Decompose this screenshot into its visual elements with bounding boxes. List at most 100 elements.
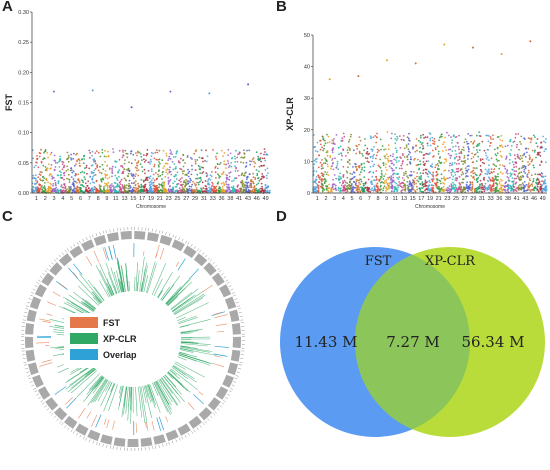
- data-point: [127, 187, 129, 190]
- data-point: [386, 182, 389, 185]
- position-tick: [79, 434, 82, 438]
- data-point: [261, 157, 264, 160]
- data-point: [437, 164, 440, 167]
- data-point: [269, 189, 271, 192]
- data-point: [103, 155, 106, 158]
- data-point: [385, 188, 388, 191]
- chromosome-segment: [183, 245, 197, 259]
- x-tick-label: 6: [79, 196, 82, 202]
- data-point: [437, 150, 440, 153]
- data-point: [64, 186, 67, 188]
- position-tick: [92, 234, 94, 238]
- chromosome-segment: [41, 272, 55, 287]
- data-point: [481, 182, 483, 185]
- y-tick-label: 0.15: [18, 101, 29, 107]
- data-point: [398, 135, 401, 138]
- xpclr-track-bar: [180, 336, 211, 339]
- position-tick: [31, 384, 35, 387]
- data-point: [538, 153, 540, 156]
- data-point: [157, 158, 159, 161]
- data-point: [364, 144, 367, 147]
- data-point: [528, 157, 531, 160]
- panel-letter-c: C: [2, 208, 13, 225]
- data-point: [505, 155, 508, 158]
- data-point: [493, 168, 496, 171]
- data-point: [123, 186, 126, 188]
- data-point: [326, 163, 329, 166]
- chromosome-segment: [198, 407, 213, 421]
- chromosome-segment: [232, 336, 242, 349]
- position-tick: [53, 259, 57, 262]
- xpclr-track-bar: [135, 262, 138, 292]
- data-point: [444, 179, 446, 182]
- data-point: [174, 155, 177, 158]
- chromosome-segment: [203, 262, 217, 276]
- position-tick: [222, 400, 226, 403]
- y-tick-label: 0.20: [18, 70, 29, 76]
- data-point: [484, 182, 487, 185]
- position-tick: [202, 422, 205, 426]
- data-point: [210, 175, 213, 178]
- data-point: [376, 151, 379, 154]
- data-point: [476, 190, 478, 193]
- data-point: [529, 137, 531, 140]
- data-point: [34, 187, 37, 189]
- data-point: [375, 185, 378, 188]
- data-point: [318, 178, 321, 180]
- data-point: [41, 185, 43, 187]
- data-point: [65, 189, 67, 192]
- position-tick: [23, 315, 27, 317]
- data-point: [206, 160, 208, 163]
- data-point: [353, 176, 356, 178]
- data-point: [407, 176, 409, 179]
- data-point: [127, 161, 130, 164]
- data-point: [91, 187, 93, 189]
- data-point: [54, 181, 57, 184]
- data-point: [368, 187, 370, 190]
- position-tick: [228, 390, 232, 393]
- data-point: [202, 187, 205, 190]
- data-point: [371, 175, 374, 178]
- xpclr-track-bar: [169, 369, 181, 380]
- data-point: [436, 145, 439, 148]
- data-point: [163, 182, 165, 185]
- data-point: [404, 189, 407, 192]
- data-point: [493, 164, 496, 167]
- data-point: [427, 175, 430, 178]
- chromosome-segment: [222, 374, 234, 388]
- position-tick: [28, 377, 32, 380]
- data-point: [169, 170, 172, 173]
- data-point: [254, 177, 257, 179]
- data-point: [534, 136, 536, 139]
- data-point: [247, 181, 250, 184]
- data-point: [379, 189, 381, 192]
- data-point: [339, 176, 342, 179]
- data-point: [539, 188, 541, 191]
- data-point: [255, 187, 258, 190]
- data-point: [498, 167, 501, 170]
- data-point: [107, 190, 109, 192]
- xpclr-track-bar: [166, 292, 179, 306]
- data-point: [404, 184, 407, 187]
- data-point: [104, 160, 106, 163]
- fst-track-bar: [86, 411, 92, 419]
- data-point: [317, 166, 320, 169]
- fst-track-bar: [46, 313, 53, 316]
- data-point: [408, 182, 411, 185]
- data-point: [53, 189, 56, 192]
- data-point: [337, 178, 340, 181]
- data-point: [342, 180, 344, 183]
- data-point: [356, 147, 359, 150]
- data-point: [170, 173, 173, 176]
- data-point: [409, 183, 412, 186]
- data-point: [73, 180, 75, 183]
- data-point: [453, 190, 456, 193]
- position-tick: [225, 396, 228, 399]
- data-point: [489, 172, 491, 175]
- data-point: [508, 179, 510, 182]
- data-point: [387, 159, 390, 162]
- data-point: [544, 190, 547, 193]
- data-point: [133, 181, 136, 184]
- data-point: [223, 152, 226, 154]
